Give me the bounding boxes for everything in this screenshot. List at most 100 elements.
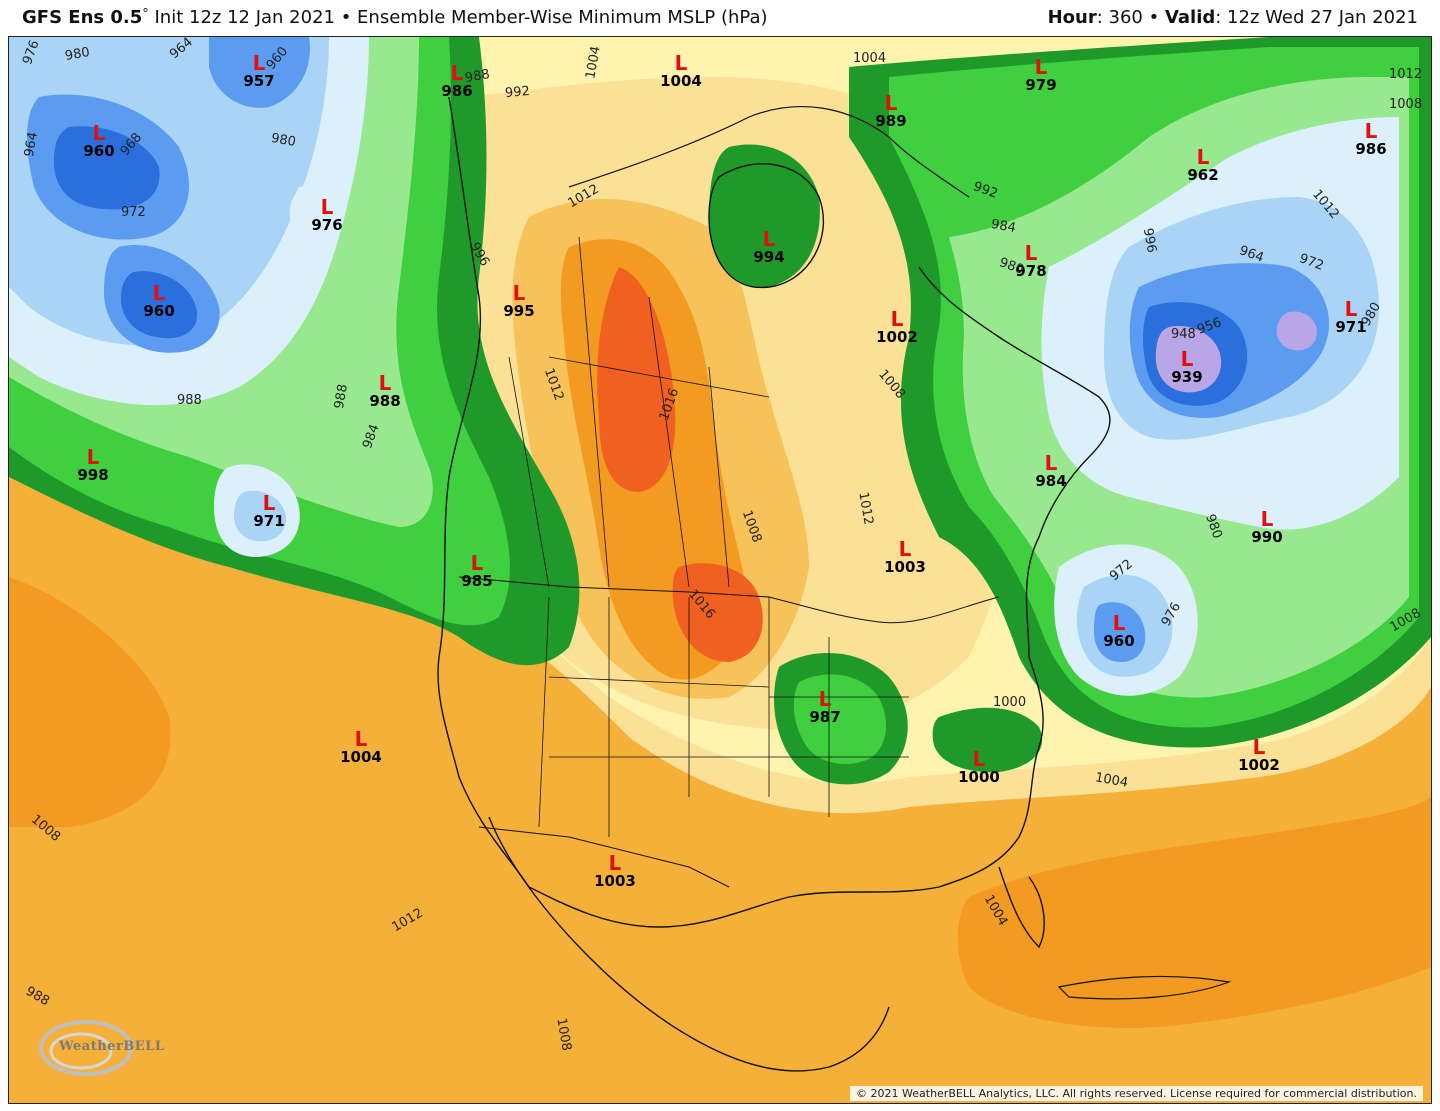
low-pressure-center: L 971 [239, 493, 299, 530]
low-pressure-value: 960 [83, 142, 115, 160]
isobar-label: 948 [1171, 327, 1196, 342]
isobar-label: 992 [504, 83, 531, 102]
border-canada-us [458, 576, 1000, 624]
hour-value: : 360 [1096, 7, 1143, 28]
low-symbol: L [354, 727, 368, 751]
logo-text: WeatherBELL [59, 1039, 165, 1054]
isobar-label: 988 [177, 393, 202, 408]
low-symbol: L [1196, 145, 1210, 169]
field-sw-orange [9, 577, 171, 827]
low-symbol: L [762, 227, 776, 251]
low-pressure-value: 960 [1103, 632, 1135, 650]
isobar-label: 972 [121, 205, 146, 220]
low-pressure-center: L 976 [297, 197, 357, 234]
low-symbol: L [86, 445, 100, 469]
bullet-separator: • [334, 7, 358, 28]
logo-swirl-icon [39, 1020, 133, 1076]
low-symbol: L [1364, 119, 1378, 143]
low-pressure-value: 957 [243, 72, 275, 90]
low-pressure-center: L 957 [229, 53, 289, 90]
low-pressure-center: L 971 [1321, 299, 1381, 336]
border-us-mexico [478, 826, 730, 888]
bullet-separator-2: • [1142, 7, 1165, 28]
low-pressure-center: L 984 [1021, 453, 1081, 490]
low-pressure-value: 1002 [876, 328, 918, 346]
isobar-label: 1008 [1389, 97, 1423, 112]
low-pressure-center: L 995 [489, 283, 549, 320]
init-time: Init 12z 12 Jan 2021 [148, 7, 335, 28]
low-pressure-center: L 960 [129, 283, 189, 320]
low-pressure-center: L 1000 [949, 749, 1009, 786]
low-pressure-value: 971 [1335, 318, 1367, 336]
coastline-florida [998, 866, 1045, 949]
border-provinces [508, 236, 770, 588]
low-symbol: L [890, 307, 904, 331]
low-symbol: L [674, 51, 688, 75]
low-pressure-value: 988 [369, 392, 401, 410]
low-symbol: L [262, 491, 276, 515]
low-symbol: L [92, 121, 106, 145]
low-pressure-center: L 939 [1157, 349, 1217, 386]
coastline-gulf [528, 656, 1044, 928]
field-low-971-atl-purple [1276, 311, 1317, 351]
low-symbol: L [1044, 451, 1058, 475]
map-panel: L 957 L 960 L 960 L 976 L 986 L 1004 L 979 L 989 L 962 L 98… [8, 36, 1432, 1104]
low-pressure-value: 976 [311, 216, 343, 234]
low-pressure-value: 1002 [1238, 756, 1280, 774]
field-atl-low-960-dark [1094, 602, 1146, 662]
coastline-cuba [1057, 975, 1232, 1000]
low-symbol: L [1180, 347, 1194, 371]
border-states-1 [538, 596, 909, 837]
low-pressure-center: L 1004 [331, 729, 391, 766]
field-pacific-blue-dark-2 [121, 271, 198, 339]
isobar-label: 1004 [853, 51, 887, 66]
low-pressure-center: L 960 [69, 123, 129, 160]
header-valid: Hour: 360 • Valid: 12z Wed 27 Jan 2021 [1048, 7, 1418, 28]
low-pressure-value: 971 [253, 512, 285, 530]
field-aleutian-low-pale [289, 186, 339, 244]
coastline-mexico [488, 816, 890, 1072]
low-symbol: L [972, 747, 986, 771]
low-symbol: L [320, 195, 334, 219]
coastline-east [918, 266, 1111, 658]
valid-label: Valid [1164, 7, 1216, 28]
low-symbol: L [1260, 507, 1274, 531]
coastline-west [437, 96, 530, 888]
low-pressure-center: L 979 [1011, 57, 1071, 94]
low-pressure-center: L 989 [861, 93, 921, 130]
low-symbol: L [1024, 241, 1038, 265]
low-pressure-center: L 986 [427, 63, 487, 100]
low-pressure-value: 979 [1025, 76, 1057, 94]
coastline-hudson [708, 163, 824, 289]
low-pressure-center: L 1003 [875, 539, 935, 576]
low-pressure-value: 998 [77, 466, 109, 484]
low-pressure-value: 1003 [884, 558, 926, 576]
low-pressure-value: 987 [809, 708, 841, 726]
low-pressure-value: 985 [461, 572, 493, 590]
low-pressure-center: L 998 [63, 447, 123, 484]
low-pressure-value: 994 [753, 248, 785, 266]
low-symbol: L [898, 537, 912, 561]
low-pressure-center: L 962 [1173, 147, 1233, 184]
low-symbol: L [152, 281, 166, 305]
low-pressure-value: 962 [1187, 166, 1219, 184]
coastline-arctic [568, 106, 970, 198]
low-symbol: L [884, 91, 898, 115]
low-pressure-center: L 988 [355, 373, 415, 410]
low-symbol: L [608, 851, 622, 875]
low-symbol: L [1034, 55, 1048, 79]
low-symbol: L [1252, 735, 1266, 759]
low-pressure-value: 986 [441, 82, 473, 100]
low-symbol: L [470, 551, 484, 575]
map-header: GFS Ens 0.5° Init 12z 12 Jan 2021 • Ense… [0, 0, 1440, 36]
field-max-south [672, 563, 763, 662]
low-pressure-center: L 1002 [1229, 737, 1289, 774]
low-symbol: L [450, 61, 464, 85]
low-symbol: L [378, 371, 392, 395]
low-symbol: L [252, 51, 266, 75]
field-hudson-green-dark [709, 144, 820, 288]
degree-symbol: ° [142, 7, 149, 22]
valid-value: : 12z Wed 27 Jan 2021 [1215, 7, 1418, 28]
low-symbol: L [512, 281, 526, 305]
low-pressure-center: L 985 [447, 553, 507, 590]
